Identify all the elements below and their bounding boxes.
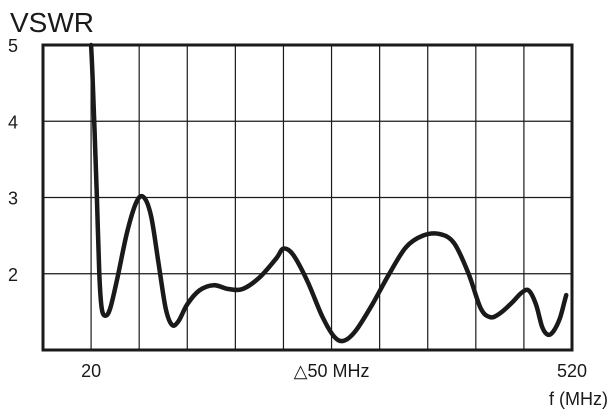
x-tick-label: 520 xyxy=(557,361,587,381)
y-tick-labels: 2 3 4 5 xyxy=(8,36,18,285)
x-tick-labels: 20 △50 MHz 520 xyxy=(81,361,587,381)
grid-lines xyxy=(43,45,572,350)
x-tick-label: 20 xyxy=(81,361,101,381)
chart-title: VSWR xyxy=(10,7,94,38)
y-tick-label: 5 xyxy=(8,36,18,56)
plot-frame xyxy=(41,43,574,352)
vswr-series-line xyxy=(88,42,569,344)
y-tick-label: 2 xyxy=(8,265,18,285)
y-tick-label: 3 xyxy=(8,189,18,209)
x-axis-label: f (MHz) xyxy=(549,389,608,409)
x-tick-label: △50 MHz xyxy=(294,361,370,381)
y-tick-label: 4 xyxy=(8,112,18,132)
